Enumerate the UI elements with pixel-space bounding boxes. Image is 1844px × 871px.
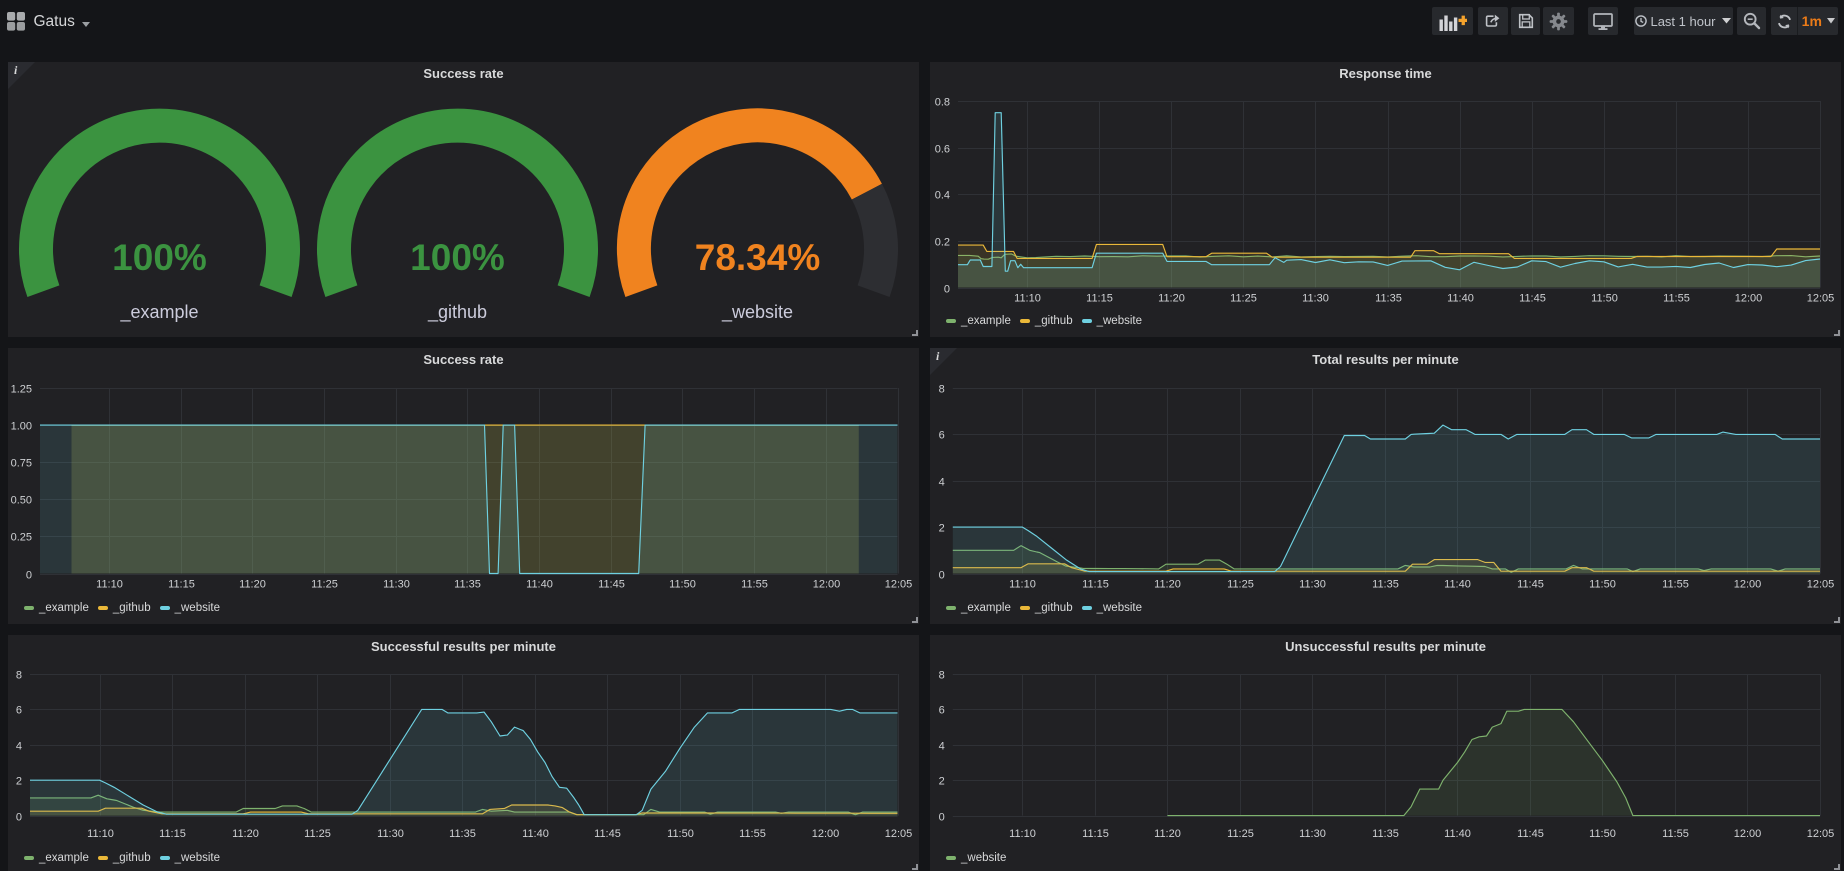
svg-text:11:25: 11:25 xyxy=(311,579,338,591)
svg-text:12:00: 12:00 xyxy=(1734,828,1762,840)
svg-text:0.6: 0.6 xyxy=(935,144,950,156)
svg-text:0.75: 0.75 xyxy=(11,458,32,470)
svg-text:12:05: 12:05 xyxy=(885,828,913,840)
svg-text:0: 0 xyxy=(26,570,32,582)
svg-text:11:10: 11:10 xyxy=(1014,293,1041,305)
svg-text:11:45: 11:45 xyxy=(1517,579,1544,591)
svg-text:0: 0 xyxy=(944,284,950,296)
svg-text:11:10: 11:10 xyxy=(96,579,123,591)
svg-text:11:10: 11:10 xyxy=(1009,828,1036,840)
svg-text:11:50: 11:50 xyxy=(669,579,696,591)
svg-text:78.34%: 78.34% xyxy=(695,237,821,278)
svg-text:11:55: 11:55 xyxy=(1662,579,1689,591)
svg-text:0: 0 xyxy=(939,812,945,824)
svg-text:12:05: 12:05 xyxy=(1807,828,1835,840)
svg-text:8: 8 xyxy=(939,384,945,396)
svg-text:11:45: 11:45 xyxy=(1517,828,1544,840)
svg-text:1.00: 1.00 xyxy=(11,421,32,433)
svg-text:11:20: 11:20 xyxy=(239,579,266,591)
svg-text:11:40: 11:40 xyxy=(526,579,553,591)
svg-text:11:30: 11:30 xyxy=(377,828,404,840)
svg-text:12:05: 12:05 xyxy=(1807,293,1835,305)
svg-text:11:30: 11:30 xyxy=(1302,293,1329,305)
svg-text:11:25: 11:25 xyxy=(1230,293,1257,305)
svg-text:_website: _website xyxy=(721,302,793,323)
svg-text:11:55: 11:55 xyxy=(741,579,768,591)
svg-text:11:10: 11:10 xyxy=(1009,579,1036,591)
svg-text:11:35: 11:35 xyxy=(454,579,481,591)
svg-text:11:35: 11:35 xyxy=(1372,579,1399,591)
svg-text:4: 4 xyxy=(939,741,945,753)
svg-text:0: 0 xyxy=(16,812,22,824)
svg-text:8: 8 xyxy=(939,670,945,682)
svg-text:2: 2 xyxy=(939,523,945,535)
svg-text:11:50: 11:50 xyxy=(1589,579,1616,591)
svg-text:11:50: 11:50 xyxy=(667,828,694,840)
svg-text:12:05: 12:05 xyxy=(885,579,913,591)
svg-text:12:00: 12:00 xyxy=(1734,579,1762,591)
svg-text:2: 2 xyxy=(939,776,945,788)
svg-text:12:00: 12:00 xyxy=(1735,293,1763,305)
svg-text:0.8: 0.8 xyxy=(935,97,950,109)
svg-text:11:15: 11:15 xyxy=(159,828,186,840)
svg-text:11:15: 11:15 xyxy=(1082,828,1109,840)
svg-text:0.2: 0.2 xyxy=(935,237,950,249)
svg-text:11:25: 11:25 xyxy=(304,828,331,840)
svg-text:0.4: 0.4 xyxy=(935,190,950,202)
svg-text:11:40: 11:40 xyxy=(1444,828,1471,840)
svg-text:11:55: 11:55 xyxy=(1662,828,1689,840)
svg-text:12:05: 12:05 xyxy=(1807,579,1835,591)
svg-text:11:35: 11:35 xyxy=(1372,828,1399,840)
svg-text:11:35: 11:35 xyxy=(449,828,476,840)
svg-text:11:20: 11:20 xyxy=(1158,293,1185,305)
svg-text:11:20: 11:20 xyxy=(1154,828,1181,840)
svg-text:11:45: 11:45 xyxy=(1519,293,1546,305)
svg-text:_github: _github xyxy=(427,302,487,323)
svg-text:8: 8 xyxy=(16,670,22,682)
svg-text:11:30: 11:30 xyxy=(383,579,410,591)
svg-text:11:20: 11:20 xyxy=(232,828,259,840)
svg-text:12:00: 12:00 xyxy=(812,828,840,840)
svg-text:11:35: 11:35 xyxy=(1375,293,1402,305)
svg-text:11:25: 11:25 xyxy=(1227,579,1254,591)
svg-text:11:50: 11:50 xyxy=(1591,293,1618,305)
svg-text:11:10: 11:10 xyxy=(87,828,114,840)
svg-text:11:15: 11:15 xyxy=(1082,579,1109,591)
svg-text:_example: _example xyxy=(119,302,198,323)
svg-text:11:15: 11:15 xyxy=(1086,293,1113,305)
svg-text:11:40: 11:40 xyxy=(1447,293,1474,305)
svg-text:0: 0 xyxy=(939,570,945,582)
svg-text:11:45: 11:45 xyxy=(594,828,621,840)
svg-text:11:40: 11:40 xyxy=(1444,579,1471,591)
svg-text:12:00: 12:00 xyxy=(813,579,841,591)
svg-text:11:30: 11:30 xyxy=(1299,579,1326,591)
svg-text:1.25: 1.25 xyxy=(11,384,32,396)
svg-text:4: 4 xyxy=(16,741,22,753)
svg-text:11:45: 11:45 xyxy=(598,579,625,591)
svg-text:100%: 100% xyxy=(410,237,505,278)
svg-text:11:55: 11:55 xyxy=(1663,293,1690,305)
svg-text:11:20: 11:20 xyxy=(1154,579,1181,591)
svg-text:11:15: 11:15 xyxy=(168,579,195,591)
svg-text:2: 2 xyxy=(16,776,22,788)
svg-text:6: 6 xyxy=(939,705,945,717)
svg-text:0.50: 0.50 xyxy=(11,495,32,507)
svg-text:11:25: 11:25 xyxy=(1227,828,1254,840)
svg-text:11:30: 11:30 xyxy=(1299,828,1326,840)
svg-text:6: 6 xyxy=(16,705,22,717)
svg-text:0.25: 0.25 xyxy=(11,532,32,544)
svg-text:6: 6 xyxy=(939,430,945,442)
svg-text:11:50: 11:50 xyxy=(1589,828,1616,840)
svg-text:11:55: 11:55 xyxy=(739,828,766,840)
svg-text:4: 4 xyxy=(939,477,945,489)
svg-text:11:40: 11:40 xyxy=(522,828,549,840)
svg-text:100%: 100% xyxy=(112,237,207,278)
